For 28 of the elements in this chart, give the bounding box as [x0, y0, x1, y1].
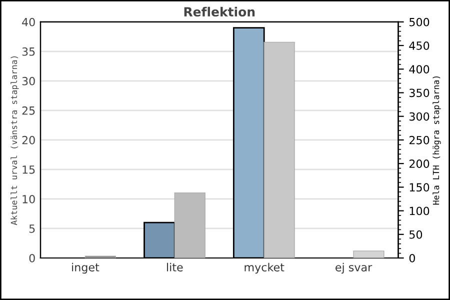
- y-tick-label: 40: [22, 18, 35, 26]
- y2-tick-label: 350: [410, 88, 430, 98]
- x-tick-label: mycket: [244, 262, 284, 274]
- y2-tick-label: 50: [410, 230, 422, 239]
- x-tick-label: inget: [72, 262, 100, 274]
- y-tick-label: 30: [22, 76, 35, 86]
- y2-tick-label: 250: [409, 136, 430, 144]
- y2-tick-label: 450: [409, 41, 430, 50]
- y2-tick-label: 300: [410, 112, 430, 121]
- x-tick-label: lite: [167, 262, 183, 272]
- y2-tick-label: 500: [410, 18, 430, 26]
- y-tick-label: 35: [22, 47, 35, 56]
- y-tick-label: 10: [22, 194, 35, 204]
- x-tick-label: ej svar: [336, 262, 372, 274]
- bar: [353, 250, 384, 258]
- y-tick-label: 20: [22, 136, 35, 144]
- chart-title: Reflektion: [184, 6, 255, 17]
- y-axis-title: Aktuellt urval (vänstra staplarna): [10, 56, 19, 226]
- y-tick-label: 25: [22, 106, 35, 115]
- y-tick-label: 15: [22, 166, 35, 174]
- y2-axis-title: Hela LTH (högra staplarna): [432, 76, 441, 205]
- y-tick-label: 0: [29, 254, 35, 262]
- y2-tick-label: 400: [409, 65, 430, 74]
- y2-tick-label: 0: [409, 254, 415, 262]
- y2-tick-label: 200: [409, 160, 430, 168]
- y-tick-label: 5: [29, 224, 35, 233]
- y2-tick-label: 100: [410, 206, 430, 216]
- y2-tick-label: 150: [410, 183, 430, 192]
